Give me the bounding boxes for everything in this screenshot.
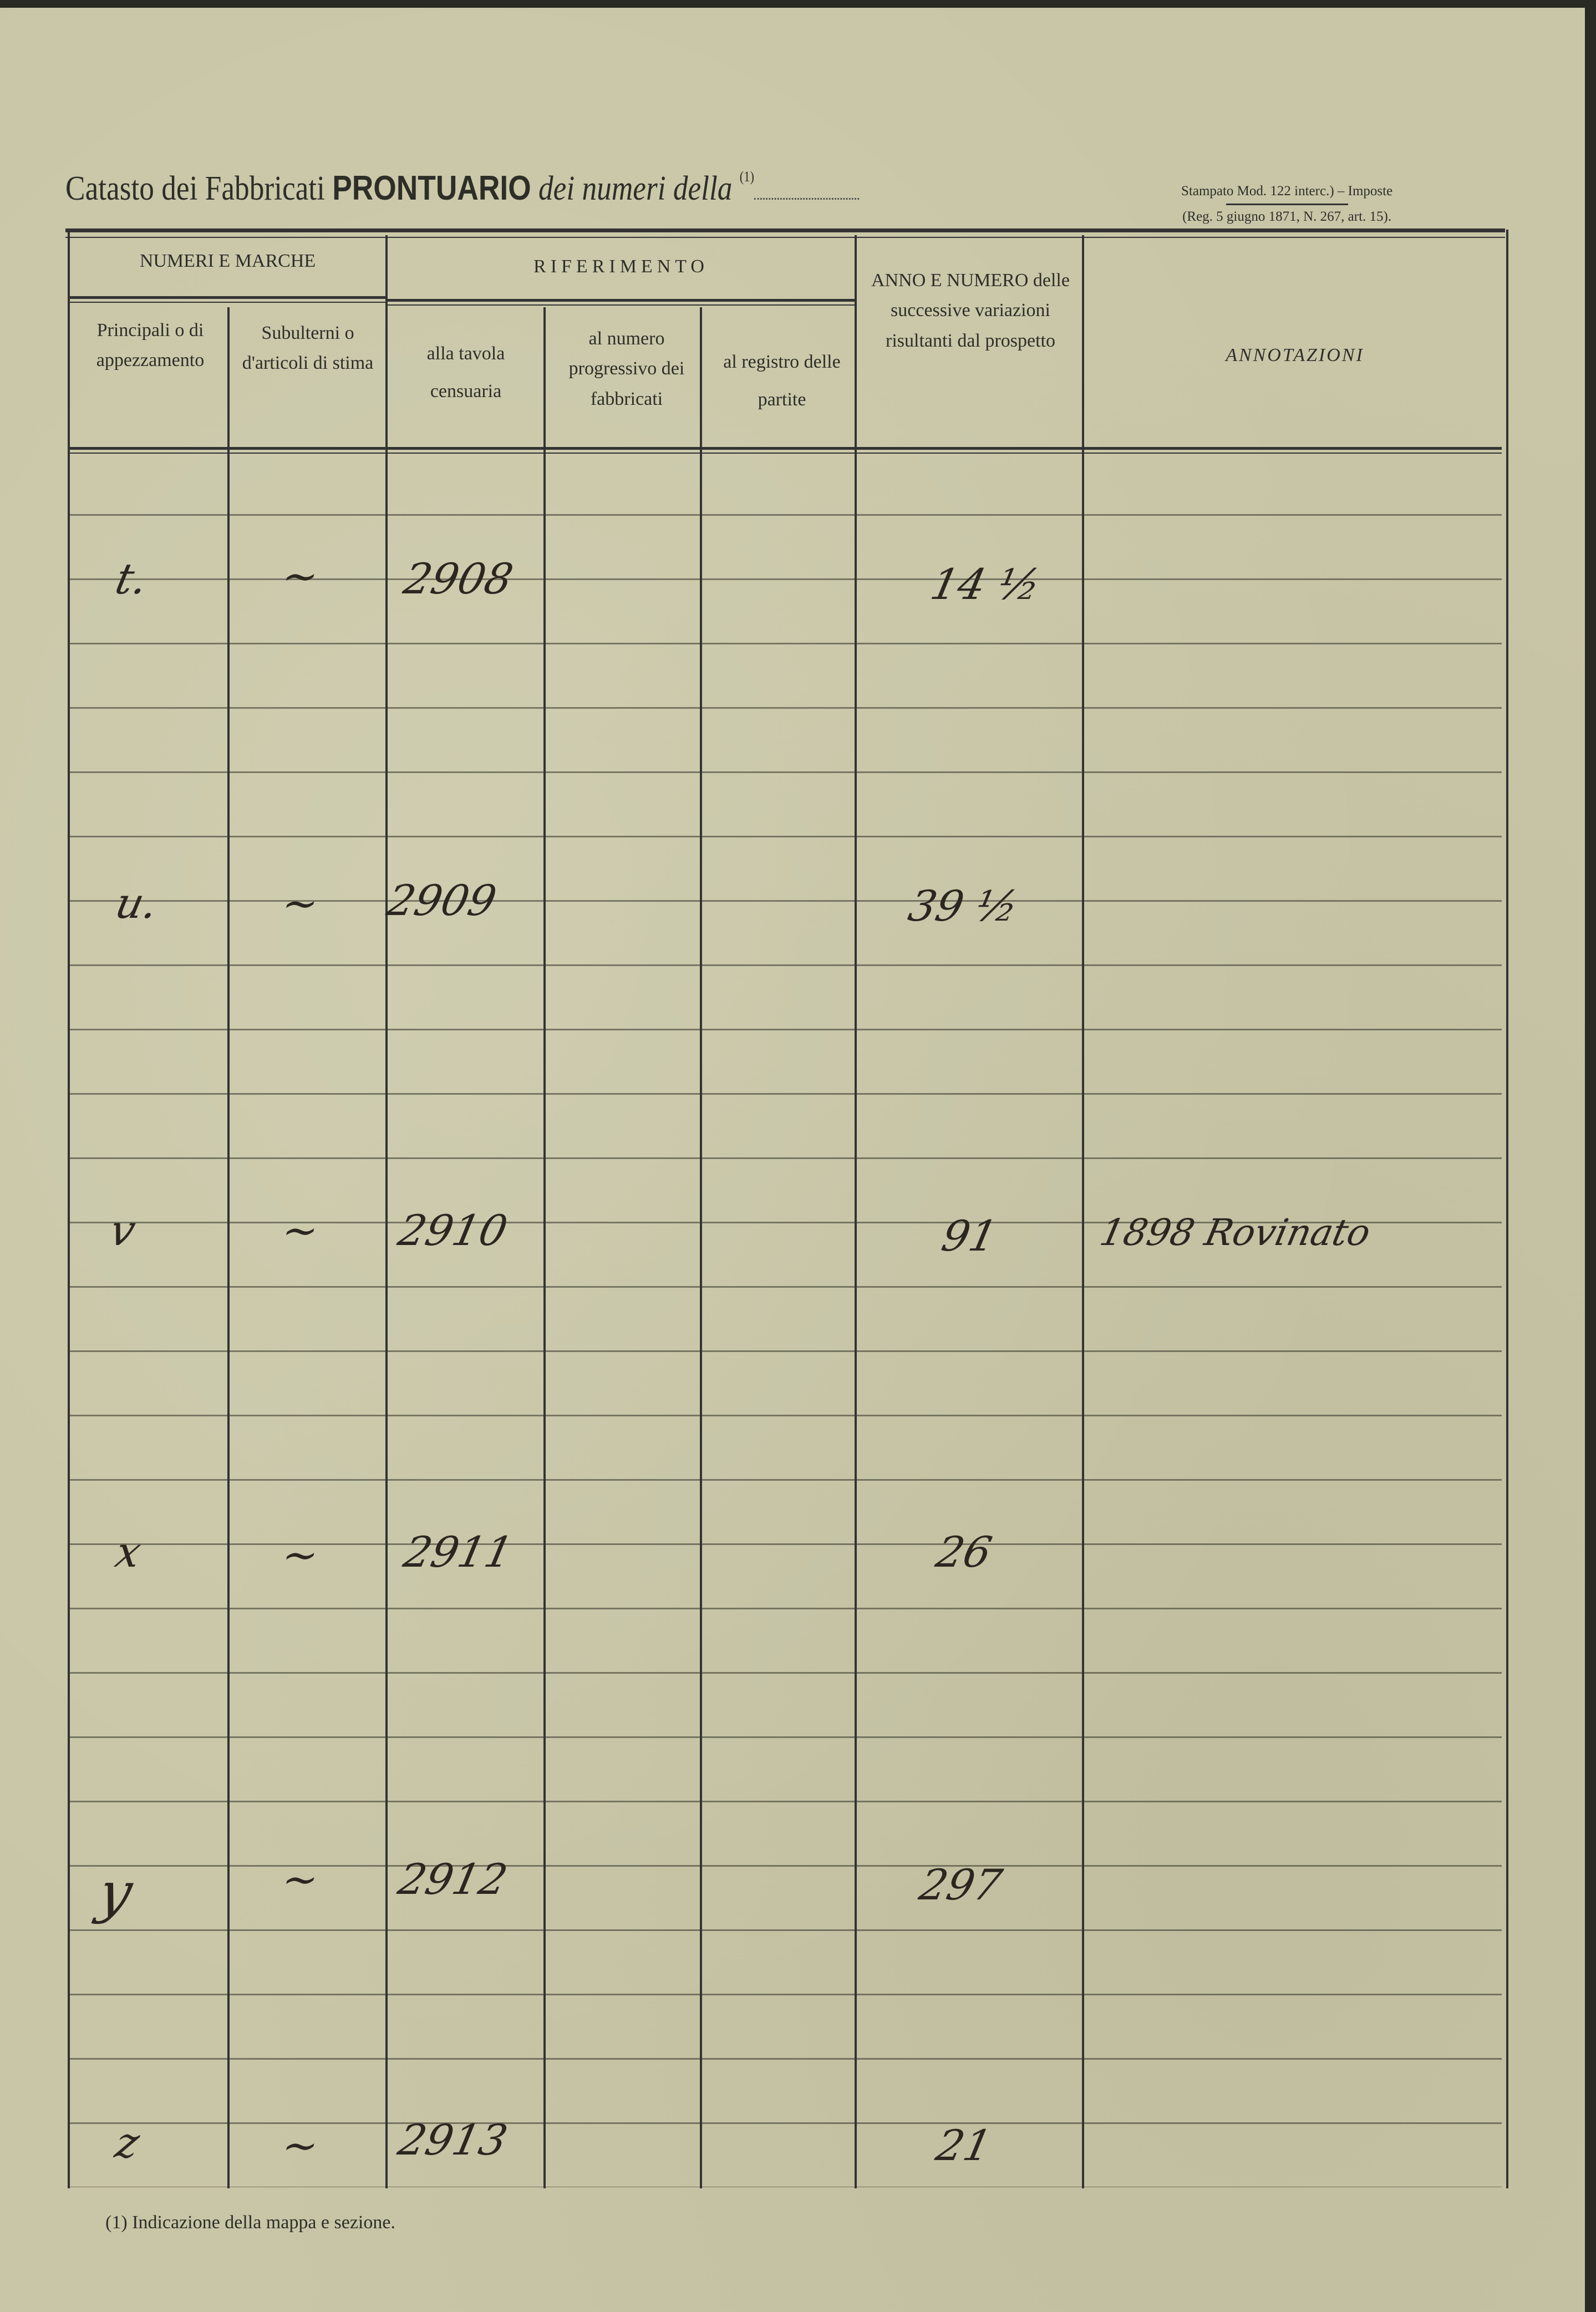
header-registro-partite: al registro delle partite [723,352,841,410]
title-italic: dei numeri della [538,170,733,207]
header-annotazioni: ANNOTAZIONI [1226,345,1364,365]
document-page: Catasto dei Fabbricati PRONTUARIO dei nu… [0,8,1585,2312]
stamp-line-2: (Reg. 5 giugno 1871, N. 267, art. 15). [1182,209,1392,224]
col-line [227,307,230,2188]
header-numero-progressivo: al numero progressivo dei fabbricati [568,328,685,409]
ledger-table [68,230,1508,2188]
table-top-rule [65,228,1505,238]
header-anno-e-numero: ANNO E NUMERO delle successive variazion… [871,270,1070,351]
cell-anno: 91 [937,1211,1002,1261]
stamp-rule [1226,203,1348,205]
title-note-mark: (1) [739,169,754,185]
cell-anno: 39 ½ [904,881,1023,931]
col-line [543,307,546,2188]
cell-tavola: 2908 [399,554,517,603]
form-title: Catasto dei Fabbricati PRONTUARIO dei nu… [65,169,860,209]
header-bottom-rule [70,447,1502,454]
header-riferimento: RIFERIMENTO [533,256,709,277]
col-line [855,235,857,2188]
cell-tavola: 2913 [394,2115,512,2164]
group-rule [388,299,855,306]
cell-tavola: 2911 [399,1527,517,1577]
cell-anno: 14 ½ [926,560,1045,609]
footnote: (1) Indicazione della mappa e sezione. [105,2212,395,2233]
group-rule [70,296,385,303]
header-tavola-censuaria: alla tavola censuaria [426,343,505,402]
ruled-rows [70,451,1502,2187]
col-line [1082,235,1084,2188]
title-plain: Catasto dei Fabbricati [65,170,325,207]
cell-anno: 26 [932,1527,997,1577]
title-blank [754,198,860,200]
header-numeri-e-marche: NUMERI E MARCHE [139,251,316,271]
col-line [385,235,388,2188]
cell-anno: 21 [932,2121,997,2170]
cell-annotazione: 1898 Rovinato [1096,1211,1375,1254]
stamp-line-1: Stampato Mod. 122 interc.) – Imposte [1181,184,1393,199]
cell-anno: 297 [915,1860,1007,1909]
cell-tavola: 2910 [394,1206,512,1255]
cell-tavola: 2909 [383,876,501,925]
title-bold: PRONTUARIO [332,169,531,207]
header-principali: Principali o di appezzamento [96,320,205,371]
col-line [700,307,702,2188]
print-stamp: Stampato Mod. 122 interc.) – Imposte (Re… [1181,180,1392,228]
cell-tavola: 2912 [394,1854,512,1904]
header-subalterni: Subulterni o d'articoli di stima [242,323,374,374]
